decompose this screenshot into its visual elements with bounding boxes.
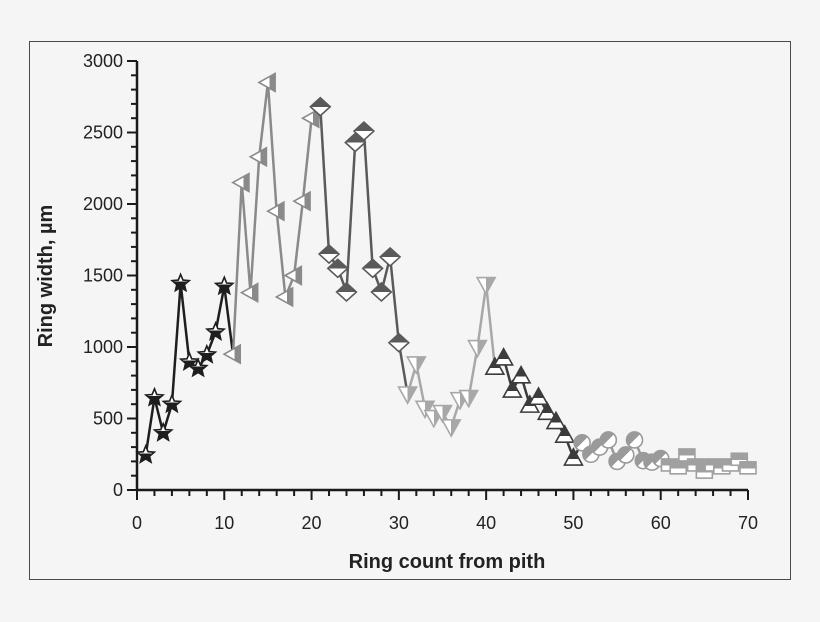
data-point-square — [669, 461, 687, 475]
data-point-diamond — [335, 281, 358, 303]
y-tick-label: 1000 — [83, 337, 123, 357]
data-point-triangle-up — [501, 379, 523, 398]
series-circle — [573, 431, 671, 471]
series-star — [135, 272, 235, 464]
data-point-diamond — [317, 243, 341, 265]
series-triangle-down — [397, 276, 497, 438]
data-point-triangle-down — [432, 404, 453, 424]
x-tick-label: 10 — [214, 513, 234, 533]
data-point-triangle-left — [257, 72, 276, 93]
data-point-diamond — [309, 96, 332, 117]
y-tick-label: 2500 — [83, 123, 123, 143]
data-point-triangle-left — [231, 172, 250, 193]
data-point-star — [161, 393, 183, 414]
data-point-diamond — [352, 120, 376, 142]
y-tick-label: 1500 — [83, 266, 123, 286]
data-point-diamond — [387, 332, 410, 353]
y-axis-title: Ring width, µm — [35, 205, 57, 348]
x-tick-label: 20 — [302, 513, 322, 533]
series-line — [231, 82, 313, 355]
data-point-triangle-down — [458, 389, 480, 409]
series-line — [144, 283, 226, 456]
data-point-star — [204, 320, 227, 342]
data-point-triangle-left — [292, 190, 311, 212]
data-point-triangle-down — [405, 356, 427, 375]
x-tick-label: 40 — [476, 513, 496, 533]
data-point-triangle-up — [528, 386, 549, 406]
series-diamond — [309, 96, 410, 395]
data-point-triangle-left — [248, 146, 268, 168]
data-point-triangle-up — [536, 401, 558, 421]
data-point-triangle-up — [554, 424, 576, 443]
x-tick-label: 70 — [738, 513, 758, 533]
x-axis: 0 10 20 30 40 50 60 70 — [132, 488, 758, 533]
x-tick-label: 0 — [132, 513, 142, 533]
y-tick-label: 500 — [93, 409, 123, 429]
series-triangle-left — [222, 72, 322, 365]
data-point-triangle-down — [475, 276, 497, 296]
data-point-diamond — [344, 132, 367, 153]
data-point-triangle-up — [484, 356, 506, 376]
data-point-star — [170, 272, 192, 293]
data-point-triangle-left — [222, 343, 242, 365]
data-point-diamond — [326, 258, 349, 279]
data-point-star — [187, 357, 209, 378]
data-point-circle — [616, 446, 635, 464]
x-tick-label: 50 — [563, 513, 583, 533]
data-point-diamond — [361, 258, 384, 279]
data-point-star — [143, 386, 165, 407]
data-point-triangle-left — [300, 107, 320, 129]
x-tick-label: 30 — [389, 513, 409, 533]
data-point-star — [135, 443, 157, 464]
data-point-triangle-left — [274, 286, 294, 308]
x-tick-label: 60 — [651, 513, 671, 533]
data-point-triangle-down — [397, 386, 418, 405]
data-point-triangle-down — [440, 419, 462, 438]
y-tick-label: 2000 — [83, 194, 123, 214]
data-point-triangle-down — [467, 339, 488, 359]
data-point-triangle-up — [545, 410, 567, 430]
data-point-triangle-left — [283, 265, 303, 286]
series-triangle-up — [484, 347, 584, 466]
data-point-star — [152, 421, 174, 442]
plot-area — [135, 72, 757, 479]
y-tick-label: 3000 — [83, 51, 123, 71]
figure-frame — [29, 41, 791, 580]
series-square — [660, 448, 757, 479]
data-point-circle — [573, 434, 591, 452]
x-axis-title: Ring count from pith — [349, 551, 546, 573]
data-point-triangle-up — [510, 364, 532, 384]
data-point-circle — [625, 431, 644, 449]
y-axis: 0 500 1000 1500 2000 2500 3000 — [83, 51, 139, 500]
data-point-star — [213, 275, 235, 296]
y-tick-label: 0 — [113, 480, 123, 500]
data-point-star — [196, 343, 218, 364]
data-point-circle — [599, 431, 618, 449]
data-point-triangle-up — [493, 347, 514, 366]
data-point-triangle-down — [414, 400, 436, 420]
data-point-square — [739, 461, 757, 475]
data-point-diamond — [370, 281, 393, 303]
data-point-triangle-left — [239, 282, 259, 304]
data-point-diamond — [379, 246, 402, 267]
data-point-triangle-up — [563, 447, 584, 466]
data-point-triangle-left — [266, 200, 285, 222]
